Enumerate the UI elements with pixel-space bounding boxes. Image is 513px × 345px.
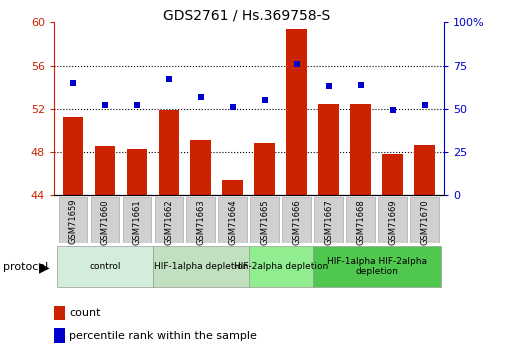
Bar [63,117,84,195]
Bar [159,110,180,195]
Point [325,83,333,89]
Bar [127,149,147,195]
FancyBboxPatch shape [91,197,120,243]
FancyBboxPatch shape [249,246,313,287]
FancyBboxPatch shape [154,197,183,243]
Bar [54,306,65,320]
Bar [350,104,371,195]
Text: GSM71667: GSM71667 [324,199,333,245]
Point [261,97,269,103]
Point [388,108,397,113]
FancyBboxPatch shape [378,197,407,243]
Text: HIF-1alpha depletion: HIF-1alpha depletion [154,262,248,271]
Text: GSM71662: GSM71662 [164,199,173,245]
Text: GSM71670: GSM71670 [420,199,429,245]
FancyBboxPatch shape [282,197,311,243]
Text: GDS2761 / Hs.369758-S: GDS2761 / Hs.369758-S [163,9,330,23]
FancyBboxPatch shape [250,197,279,243]
Text: GSM71669: GSM71669 [388,199,397,245]
Bar [54,328,65,343]
Point [292,61,301,67]
Point [133,102,141,108]
Text: ▶: ▶ [38,260,49,274]
Text: GSM71659: GSM71659 [69,199,77,245]
Text: control: control [89,262,121,271]
Text: GSM71660: GSM71660 [101,199,109,245]
Point [197,94,205,99]
Text: GSM71664: GSM71664 [228,199,238,245]
Bar [254,143,275,195]
Point [101,102,109,108]
FancyBboxPatch shape [153,246,249,287]
Bar [382,154,403,195]
FancyBboxPatch shape [123,197,151,243]
Text: GSM71663: GSM71663 [196,199,205,245]
FancyBboxPatch shape [219,197,247,243]
Text: protocol: protocol [3,263,48,272]
FancyBboxPatch shape [313,246,441,287]
Bar [286,29,307,195]
Point [357,82,365,87]
FancyBboxPatch shape [410,197,439,243]
Text: HIF-1alpha HIF-2alpha
depletion: HIF-1alpha HIF-2alpha depletion [327,257,427,276]
Bar [223,180,243,195]
Text: GSM71661: GSM71661 [132,199,142,245]
Text: HIF-2alpha depletion: HIF-2alpha depletion [233,262,328,271]
Point [421,102,429,108]
Point [229,104,237,110]
Bar [190,140,211,195]
Text: GSM71668: GSM71668 [356,199,365,245]
Text: GSM71665: GSM71665 [260,199,269,245]
FancyBboxPatch shape [187,197,215,243]
Point [165,77,173,82]
Text: GSM71666: GSM71666 [292,199,301,245]
FancyBboxPatch shape [57,246,153,287]
Text: count: count [69,308,101,318]
Text: percentile rank within the sample: percentile rank within the sample [69,331,257,341]
FancyBboxPatch shape [346,197,375,243]
FancyBboxPatch shape [314,197,343,243]
Point [69,80,77,86]
FancyBboxPatch shape [58,197,87,243]
Bar [414,145,435,195]
Bar [94,146,115,195]
Bar [318,104,339,195]
